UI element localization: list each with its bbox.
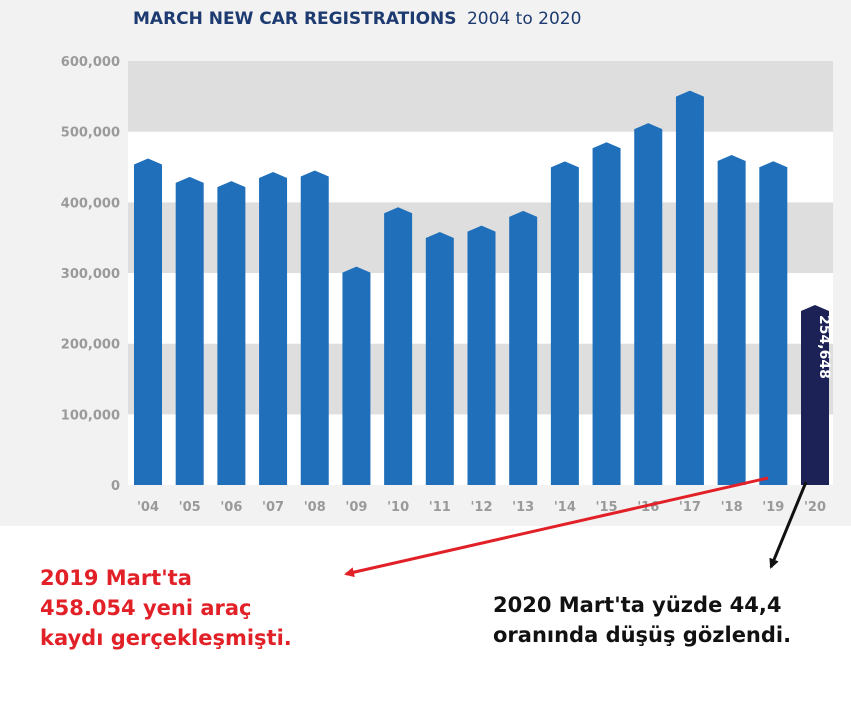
x-tick-label: '13	[512, 500, 534, 515]
x-tick-label: '10	[387, 500, 409, 515]
annotation-2020-line: oranında düşüş gözlendi.	[493, 623, 792, 647]
y-tick-label: 0	[111, 479, 120, 494]
bar-series	[134, 90, 829, 486]
bar	[342, 266, 371, 485]
grid-band	[128, 131, 833, 203]
annotation-2020-line: 2020 Mart'ta yüzde 44,4	[493, 593, 782, 617]
bar	[134, 158, 162, 485]
x-tick-label: '15	[596, 500, 618, 515]
bar	[634, 123, 663, 485]
y-tick-label: 300,000	[61, 267, 120, 282]
x-tick-label: '06	[220, 500, 242, 515]
bar	[425, 232, 454, 485]
x-tick-label: '08	[304, 500, 326, 515]
y-tick-label: 200,000	[61, 338, 120, 353]
chart-title: MARCH NEW CAR REGISTRATIONS	[133, 9, 457, 29]
y-tick-label: 100,000	[61, 408, 120, 423]
annotation-2019: 2019 Mart'ta 458.054 yeni araç kaydı ger…	[40, 563, 340, 653]
bar	[592, 142, 621, 485]
x-tick-label: '04	[137, 500, 159, 515]
bar	[801, 305, 829, 485]
y-axis: 0 100,000 200,000 300,000 400,000 500,000 600,…	[61, 55, 120, 494]
x-tick-label: '20	[804, 500, 826, 515]
x-tick-label: '05	[179, 500, 201, 515]
chart-title-group: MARCH NEW CAR REGISTRATIONS 2004 to 2020	[133, 9, 581, 29]
x-tick-label: '16	[637, 500, 659, 515]
bar-chart: MARCH NEW CAR REGISTRATIONS 2004 to 2020…	[61, 9, 833, 515]
annotation-2019-line: 458.054 yeni araç	[40, 596, 252, 620]
y-tick-label: 400,000	[61, 196, 120, 211]
x-tick-label: '12	[470, 500, 492, 515]
x-tick-label: '11	[429, 500, 451, 515]
x-tick-label: '19	[762, 500, 784, 515]
y-tick-label: 500,000	[61, 126, 120, 141]
bar	[175, 176, 204, 486]
bar	[509, 210, 538, 485]
x-tick-label: '07	[262, 500, 284, 515]
annotation-2020: 2020 Mart'ta yüzde 44,4 oranında düşüş g…	[493, 590, 833, 650]
x-tick-label: '14	[554, 500, 576, 515]
bar	[384, 207, 413, 485]
annotation-2019-line: kaydı gerçekleşmişti.	[40, 626, 292, 650]
grid-band	[128, 61, 833, 132]
data-labels: 254,648	[816, 315, 832, 379]
x-tick-label: '18	[721, 500, 743, 515]
bar	[717, 154, 746, 485]
bar	[217, 181, 246, 485]
bar	[300, 170, 329, 486]
y-tick-label: 600,000	[61, 55, 120, 70]
x-tick-label: '17	[679, 500, 701, 515]
chart-subtitle: 2004 to 2020	[467, 9, 581, 29]
bar	[675, 90, 704, 486]
annotation-2019-line: 2019 Mart'ta	[40, 566, 192, 590]
bar	[759, 161, 788, 485]
x-tick-label: '09	[345, 500, 367, 515]
x-axis: '04 '05 '06 '07 '08 '09 '10 '11 '12 '13 '14 '15 '16 '…	[137, 500, 826, 515]
data-label: 254,648	[816, 315, 832, 379]
bar	[259, 171, 288, 486]
bar	[550, 161, 579, 485]
bar	[467, 225, 496, 486]
